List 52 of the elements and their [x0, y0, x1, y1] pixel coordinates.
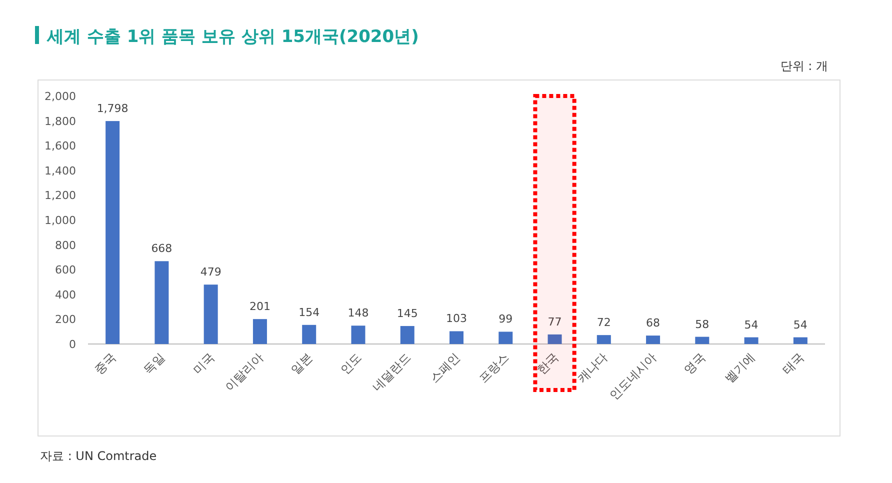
- data-label: 145: [396, 307, 418, 320]
- x-tick-label: 일본: [288, 350, 316, 378]
- x-tick-label: 영국: [681, 350, 708, 378]
- data-label: 479: [200, 266, 222, 279]
- x-tick-label: 인도: [337, 350, 364, 378]
- bar: [204, 284, 218, 344]
- bar: [596, 335, 611, 344]
- bar: [744, 337, 758, 344]
- bar: [498, 332, 513, 344]
- x-tick-label: 태국: [780, 350, 807, 378]
- data-label: 1,798: [96, 102, 128, 116]
- data-label: 668: [151, 242, 172, 256]
- bar: [252, 319, 267, 344]
- bar: [154, 261, 169, 344]
- data-label: 58: [695, 318, 710, 331]
- bar: [400, 326, 414, 344]
- y-tick-label: 1,600: [44, 140, 76, 153]
- bar: [351, 326, 366, 344]
- y-tick-label: 1,800: [44, 114, 76, 128]
- y-tick-label: 400: [55, 288, 76, 302]
- data-label: 103: [446, 312, 467, 326]
- x-tick-label: 독일: [140, 350, 168, 378]
- bar: [793, 337, 808, 344]
- text: 자료 : UN Comtrade: [40, 449, 157, 463]
- chart-title: 세계 수출 1위 품목 보유 상위 15개국(2020년): [46, 27, 419, 47]
- y-tick-label: 600: [55, 264, 76, 277]
- x-tick-label: 중국: [92, 350, 119, 378]
- data-label: 54: [744, 318, 758, 332]
- bar: [106, 121, 120, 344]
- x-tick-label: 미국: [190, 350, 217, 378]
- y-tick-label: 0: [69, 338, 76, 351]
- bar: [695, 336, 710, 344]
- y-tick-label: 1,400: [44, 164, 76, 178]
- data-label: 148: [348, 306, 369, 320]
- y-tick-label: 1,200: [44, 189, 76, 202]
- data-label: 72: [596, 316, 611, 330]
- data-label: 77: [548, 315, 562, 328]
- y-tick-label: 800: [55, 238, 76, 252]
- data-label: 68: [646, 316, 660, 330]
- data-label: 201: [249, 300, 270, 314]
- data-label: 154: [298, 306, 320, 319]
- data-label: 99: [498, 312, 513, 326]
- bar: [450, 331, 464, 344]
- x-tick-label: 한국: [534, 350, 561, 378]
- y-tick-label: 1,000: [44, 214, 76, 227]
- bar: [548, 334, 562, 344]
- y-tick-label: 2,000: [44, 90, 76, 103]
- data-label: 54: [793, 318, 808, 332]
- bar: [302, 324, 316, 344]
- y-tick-label: 200: [55, 313, 76, 326]
- chart-subtitle: 단위 : 개: [780, 59, 828, 73]
- bar: [646, 336, 660, 344]
